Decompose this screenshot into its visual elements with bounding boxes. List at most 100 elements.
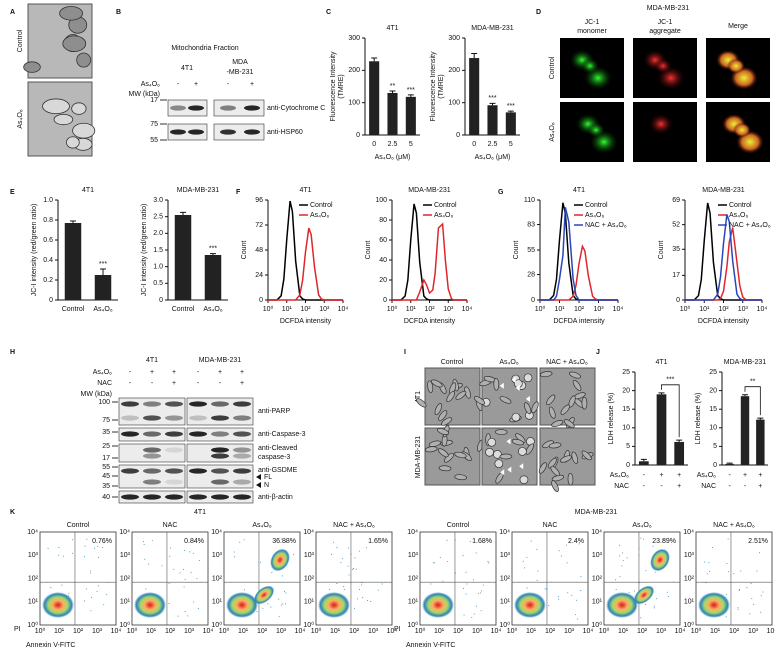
event-dot — [477, 592, 479, 594]
cell — [424, 446, 438, 453]
column-header: NAC + As₄O₆ — [546, 359, 588, 366]
event-dot — [473, 613, 475, 615]
x-tick-label: 10² — [453, 628, 464, 635]
event-dot — [243, 589, 245, 591]
x-row-label: As₄O₆ — [697, 472, 716, 479]
x-row-sign: + — [677, 483, 681, 490]
cell — [572, 379, 582, 391]
y-tick-label: 10⁴ — [407, 529, 418, 536]
panel-letter: C — [326, 9, 331, 16]
blot-band — [121, 431, 139, 437]
y-tick-label: 15 — [622, 406, 630, 413]
y-axis-label: Fluorescence Intensity — [430, 51, 437, 122]
event-dot — [619, 576, 621, 578]
y-tick-label: 1.0 — [153, 264, 163, 271]
cell — [454, 474, 467, 481]
y-tick-label: 83 — [527, 221, 535, 228]
significance-label: ** — [750, 379, 756, 386]
cell — [487, 437, 497, 447]
quadrant-percent: 1.68% — [472, 538, 492, 545]
event-dot — [433, 562, 435, 564]
cell — [550, 465, 560, 477]
cell — [547, 457, 557, 469]
blot-band — [233, 453, 251, 459]
cell — [455, 390, 467, 400]
event-dot — [566, 562, 568, 564]
column-header: Control — [441, 359, 464, 366]
x-tick-label: 10³ — [738, 306, 749, 313]
y-tick-label: 10⁰ — [211, 621, 222, 629]
event-dot — [58, 546, 60, 548]
band-label: FL — [264, 474, 272, 481]
cell — [546, 394, 556, 406]
x-row-sign: - — [643, 472, 646, 479]
event-dot — [615, 588, 617, 590]
y-tick-label: 10⁴ — [591, 529, 602, 536]
legend-label: As₄O₆ — [434, 212, 453, 219]
x-tick-label: 10¹ — [526, 628, 537, 635]
y-tick-label: 10¹ — [212, 599, 223, 606]
blot-band — [233, 479, 251, 485]
panel-letter: A — [10, 9, 15, 16]
x-tick-label: 10³ — [472, 628, 483, 635]
event-dot — [465, 593, 467, 595]
x-tick-label: 10² — [729, 628, 740, 635]
significance-bracket — [661, 384, 680, 438]
cell — [434, 403, 443, 416]
quadrant-percent: 36.88% — [272, 538, 296, 545]
cell — [473, 396, 486, 405]
event-dot — [282, 575, 284, 577]
bar — [656, 394, 667, 465]
event-dot — [758, 552, 760, 554]
y-tick-label: 10³ — [408, 552, 419, 559]
plot-title: NAC — [543, 522, 558, 529]
blot-strip — [118, 443, 186, 463]
treatment-sign: - — [219, 380, 222, 387]
lane-group: 4T1 — [181, 65, 193, 72]
antibody-label: anti-HSP60 — [267, 129, 303, 136]
event-dot — [725, 616, 727, 618]
x-row-sign: + — [758, 472, 762, 479]
quadrant-percent: 2.51% — [748, 538, 768, 545]
antibody-label: anti-Cytochrome C — [267, 105, 325, 112]
event-dot — [575, 599, 577, 601]
x-tick-label: 10⁰ — [263, 305, 274, 313]
x-row-sign: + — [758, 483, 762, 490]
arrow-marker — [506, 438, 511, 445]
event-dot — [558, 598, 560, 600]
event-dot — [475, 605, 477, 607]
event-dot — [462, 555, 464, 557]
bar — [369, 61, 380, 135]
blot-band — [121, 401, 139, 407]
error-bar — [407, 94, 414, 97]
event-dot — [262, 607, 264, 609]
event-dot — [751, 598, 753, 600]
blot-band — [233, 415, 251, 421]
event-dot — [103, 541, 105, 543]
blot-band — [220, 129, 236, 135]
x-tick-label: 10¹ — [330, 628, 341, 635]
blot-band — [121, 415, 139, 421]
y-tick-label: 60 — [379, 237, 387, 244]
event-dot — [488, 562, 490, 564]
event-dot — [333, 541, 335, 543]
event-dot — [442, 580, 444, 582]
y-tick-label: 10⁰ — [499, 621, 510, 629]
y-tick-label: 80 — [379, 217, 387, 224]
event-dot — [480, 610, 482, 612]
event-dot — [336, 583, 338, 585]
cell — [493, 377, 500, 391]
event-dot — [654, 571, 656, 573]
event-dot — [145, 588, 147, 590]
event-cloud — [422, 592, 454, 618]
arrow-marker — [499, 382, 504, 389]
x-axis-label: As₄O₆ (μM) — [475, 154, 511, 161]
cell — [539, 371, 553, 378]
event-dot — [526, 556, 528, 558]
legend-label: Control — [585, 202, 608, 209]
event-cloud — [226, 592, 258, 618]
event-dot — [84, 556, 86, 558]
bar — [204, 255, 222, 300]
event-dot — [709, 570, 711, 572]
